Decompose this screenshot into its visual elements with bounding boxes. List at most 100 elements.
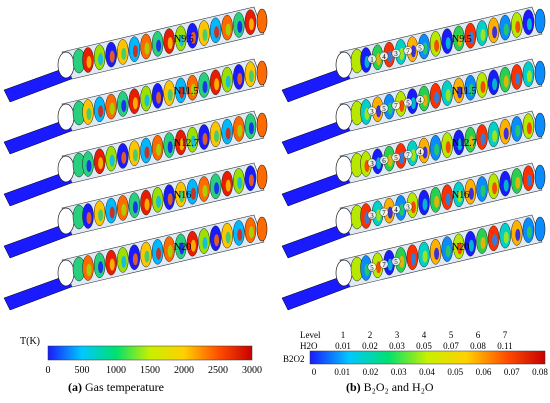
- cross-section-core: [422, 198, 428, 211]
- contour-level-marker: [415, 95, 425, 105]
- contour-level-marker: [391, 49, 401, 58]
- cross-section-core: [132, 45, 138, 58]
- case-label: N12.7: [452, 138, 477, 149]
- cross-section-core: [214, 78, 220, 91]
- outlet-section: [534, 60, 546, 86]
- cross-section-core: [492, 130, 498, 143]
- cross-section-core: [98, 105, 104, 118]
- contour-level-marker: [379, 207, 389, 217]
- cross-section-core: [387, 206, 393, 219]
- outlet-section: [534, 216, 546, 242]
- cross-section-core: [410, 253, 416, 266]
- contour-level-label: 4: [394, 206, 398, 214]
- cross-section-core: [179, 190, 185, 203]
- outlet-section: [256, 112, 268, 138]
- cross-section-core: [121, 99, 127, 112]
- cross-section-core: [214, 26, 220, 39]
- panel-a-row-1: N9.5: [3, 6, 268, 103]
- cross-section-core: [515, 20, 521, 33]
- colorbar-a-tick: 0: [46, 365, 51, 376]
- cross-section-core: [202, 133, 208, 145]
- cross-section-core: [144, 42, 150, 55]
- cross-section-core: [457, 138, 463, 151]
- cross-section-core: [410, 45, 416, 58]
- legend-h2o-value: 0.11: [497, 341, 512, 351]
- contour-level-label: 5: [418, 45, 422, 53]
- cross-section-core: [86, 56, 92, 68]
- colorbar-a-tick: 2000: [174, 365, 194, 376]
- cross-section-core: [98, 209, 104, 222]
- contour-level-label: 5: [370, 264, 374, 272]
- colorbar-a-title: T(K): [20, 336, 40, 347]
- cross-section-core: [156, 143, 162, 156]
- cross-section-core: [86, 264, 92, 276]
- contour-level-label: 7: [382, 209, 386, 217]
- contour-level-marker: [391, 152, 401, 162]
- colorbar-a-tick: 500: [75, 365, 90, 376]
- cross-section-core: [248, 122, 254, 135]
- cross-section-core: [202, 185, 208, 197]
- cross-section-core: [202, 81, 208, 93]
- cross-section-core: [109, 258, 115, 271]
- contour-level-marker: [367, 106, 377, 116]
- cross-section-core: [387, 50, 393, 63]
- panel-a-row-4: N16: [3, 162, 268, 259]
- cross-section-core: [156, 39, 162, 52]
- cross-section-core: [468, 83, 474, 96]
- contour-level-label: 3: [370, 212, 374, 220]
- cross-section-core: [190, 135, 196, 148]
- cross-section-core: [434, 143, 440, 156]
- cross-section-core: [144, 146, 150, 159]
- cross-section-core: [167, 89, 173, 102]
- cross-section-core: [492, 182, 498, 195]
- cross-section-core: [190, 83, 196, 96]
- contour-level-marker: [391, 204, 401, 214]
- case-label: N11.5: [452, 86, 476, 97]
- cross-section-core: [214, 130, 220, 143]
- cross-section-core: [248, 18, 254, 31]
- colorbar-b-tick: 0: [312, 367, 317, 377]
- outlet-section: [534, 164, 546, 190]
- panel-b-row-5: N20 5 7 5: [281, 214, 546, 311]
- cross-section-core: [434, 91, 440, 104]
- case-label: N12.7: [174, 138, 199, 149]
- cross-section-core: [515, 72, 521, 85]
- cross-section-core: [410, 97, 416, 110]
- contour-level-label: 3: [394, 50, 398, 58]
- colorbar-b-tick: 0.05: [447, 367, 463, 377]
- outlet-section: [256, 60, 268, 86]
- cross-section-core: [86, 160, 92, 172]
- cross-section-core: [121, 47, 127, 60]
- cross-section-core: [86, 108, 92, 120]
- cross-section-core: [480, 133, 486, 145]
- cross-section-core: [179, 34, 185, 47]
- panel-a-row-2: N11.5: [3, 58, 268, 155]
- cross-section-core: [503, 231, 509, 244]
- cross-section-core: [144, 198, 150, 211]
- cross-section-core: [121, 255, 127, 268]
- panel-a-row-3: N12.7: [3, 110, 268, 207]
- injector-head: [335, 259, 353, 287]
- cross-section-core: [248, 174, 254, 187]
- legend-level: 7: [503, 330, 508, 340]
- contour-level-marker: [367, 210, 377, 220]
- contour-level-label: 7: [394, 102, 398, 110]
- cross-section-core: [156, 195, 162, 208]
- colorbar-b-tick: 0.01: [334, 367, 350, 377]
- colorbar-a-tick: 2500: [208, 365, 228, 376]
- contour-level-marker: [379, 51, 389, 61]
- case-label: N9.5: [174, 34, 194, 45]
- cross-section-core: [225, 23, 231, 36]
- injector-head: [57, 155, 75, 183]
- legend-h2o-label: H2O: [300, 341, 318, 351]
- case-label: N20: [452, 242, 469, 253]
- case-label: N20: [174, 242, 191, 253]
- cross-section-core: [98, 157, 104, 170]
- case-label: N16: [174, 190, 191, 201]
- injector-head: [57, 207, 75, 235]
- cross-section-core: [492, 78, 498, 91]
- cross-section-core: [167, 193, 173, 206]
- legend-h2o-value: 0.02: [362, 341, 378, 351]
- cross-section-core: [248, 70, 254, 83]
